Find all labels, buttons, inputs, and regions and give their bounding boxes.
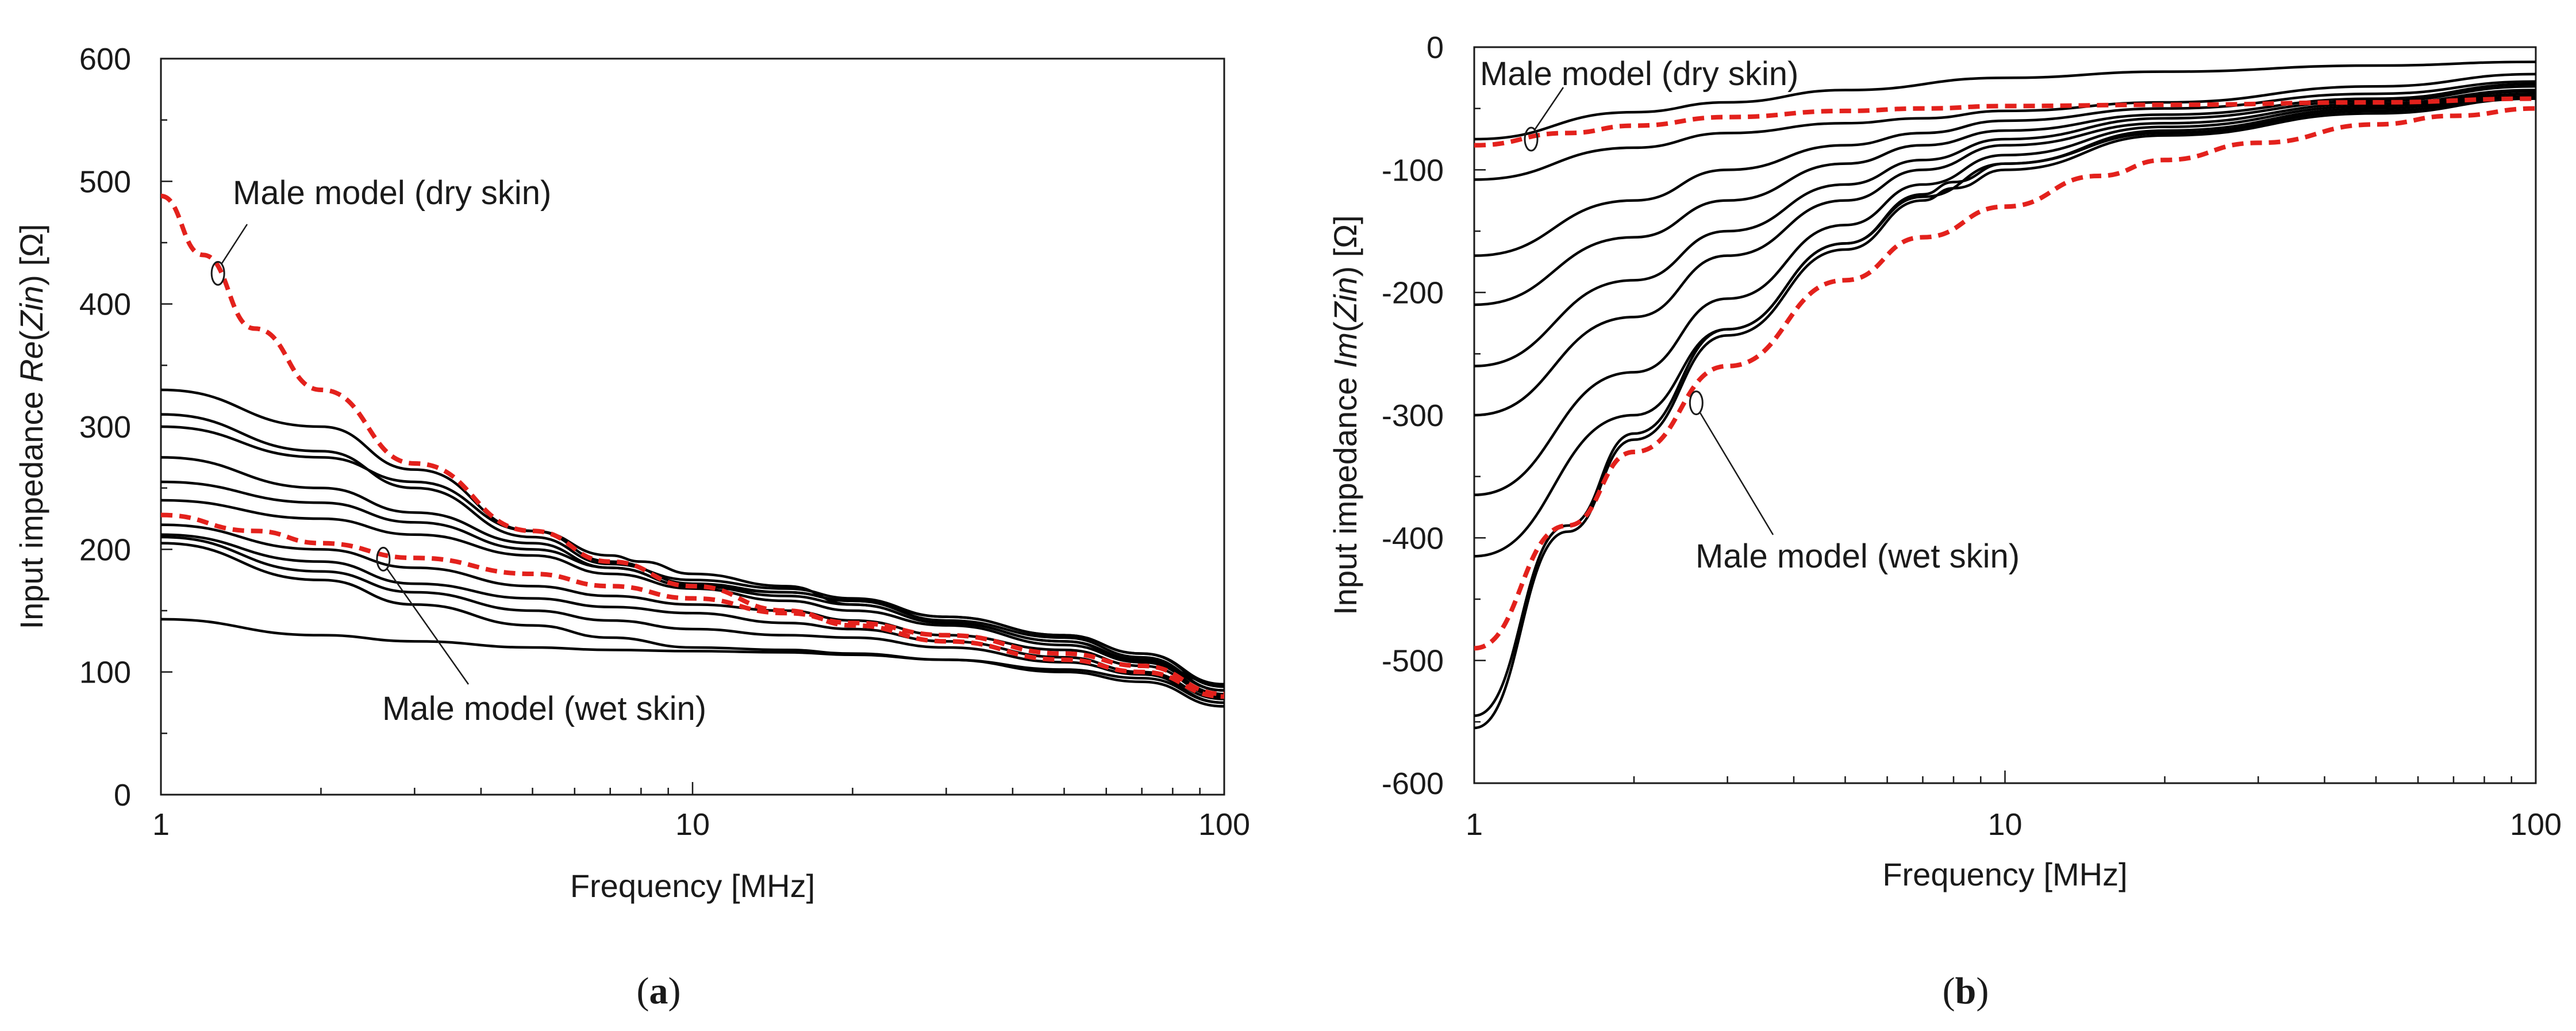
measured-series-line xyxy=(161,533,1224,700)
annotation-label: Male model (dry skin) xyxy=(233,174,551,212)
measured-series-line xyxy=(1474,60,2536,141)
measured-series-line xyxy=(161,480,1224,692)
annotation-leader xyxy=(221,224,248,265)
annotation-label: Male model (wet skin) xyxy=(382,690,706,727)
y-axis-label: Input impedance Re(Zin) [Ω] xyxy=(13,224,49,630)
y-tick-label: -300 xyxy=(1382,398,1444,433)
annotation-marker xyxy=(1689,390,1704,416)
measured-series-line xyxy=(1474,72,2536,181)
measured-series-line xyxy=(161,618,1224,704)
panel-label: (b) xyxy=(1943,970,1989,1012)
y-tick-label: 200 xyxy=(79,532,131,567)
measured-series-line xyxy=(1474,90,2536,496)
annotation-leader xyxy=(1533,87,1564,131)
annotation-marker xyxy=(210,260,225,286)
measured-series-line xyxy=(161,425,1224,692)
measured-series-line xyxy=(161,542,1224,708)
measured-series-line xyxy=(1474,97,2536,730)
x-tick-label: 1 xyxy=(152,807,170,842)
y-tick-label: -600 xyxy=(1382,766,1444,801)
measured-series-line xyxy=(1474,95,2536,717)
measured-series-line xyxy=(1474,82,2536,306)
y-tick-label: 300 xyxy=(79,410,131,444)
annotation-label: Male model (dry skin) xyxy=(1480,55,1798,93)
y-tick-label: 600 xyxy=(79,42,131,76)
model-series-line xyxy=(1474,106,2536,651)
annotation-marker xyxy=(1524,127,1539,152)
annotation-leader xyxy=(1699,412,1774,535)
annotation-leader xyxy=(386,568,470,685)
panel-b: 1 10 100 -600 -500 -400 -300 -200 -100 0 Frequency… xyxy=(1327,30,2562,1012)
panel-label: (a) xyxy=(637,970,681,1012)
measured-series-line xyxy=(1474,92,2536,558)
x-axis-label: Frequency [MHz] xyxy=(1882,856,2127,892)
y-tick-label: -200 xyxy=(1382,276,1444,311)
measured-series-line xyxy=(161,535,1224,704)
annotation-marker xyxy=(376,546,391,572)
x-tick-label: 100 xyxy=(2510,807,2562,842)
series-group xyxy=(161,193,1224,708)
measured-series-line xyxy=(1474,80,2536,257)
y-tick-label: -100 xyxy=(1382,153,1444,187)
y-tick-label: 500 xyxy=(79,164,131,199)
model-series-line xyxy=(1474,96,2536,148)
model-series-line xyxy=(161,512,1224,697)
x-tick-label: 100 xyxy=(1198,807,1250,842)
annotation-label: Male model (wet skin) xyxy=(1695,538,2020,575)
x-tick-label: 10 xyxy=(675,807,710,842)
series-group xyxy=(1474,60,2536,730)
x-tick-label: 1 xyxy=(1466,807,1483,842)
y-axis-label: Input impedance Im(Zin) [Ω] xyxy=(1327,215,1363,615)
measured-series-line xyxy=(1474,89,2536,417)
x-tick-label: 10 xyxy=(1987,807,2022,842)
y-tick-label: 0 xyxy=(1427,30,1444,65)
y-tick-label: -500 xyxy=(1382,644,1444,679)
y-tick-label: 400 xyxy=(79,288,131,322)
panel-a: 1 10 100 0 100 200 300 400 500 600 Frequency [MHz]… xyxy=(13,42,1250,1012)
y-tick-label: 100 xyxy=(79,656,131,690)
y-tick-label: 0 xyxy=(114,778,131,812)
measured-series-line xyxy=(1474,85,2536,367)
x-axis-label: Frequency [MHz] xyxy=(570,868,815,904)
y-tick-label: -400 xyxy=(1382,521,1444,555)
model-series-line xyxy=(161,193,1224,699)
